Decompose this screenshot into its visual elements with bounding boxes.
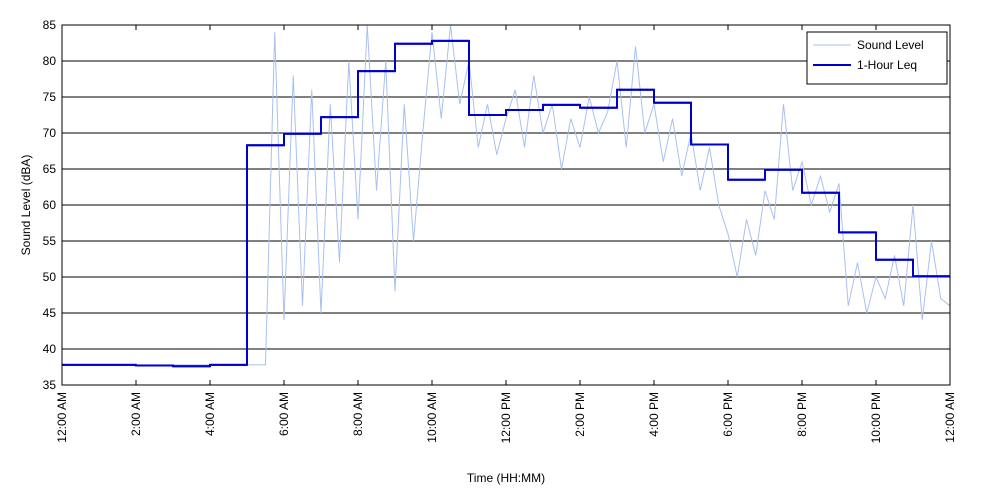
y-tick-label: 70 — [43, 126, 57, 140]
y-tick-label: 50 — [43, 270, 57, 284]
x-tick-label: 8:00 PM — [795, 392, 809, 437]
y-tick-label: 80 — [43, 54, 57, 68]
axes: 35 40 45 50 55 60 65 70 75 80 85 12:00 AM 2:00 AM 4:0… — [43, 18, 957, 443]
y-tick-label: 65 — [43, 162, 57, 176]
y-tick-label: 55 — [43, 234, 57, 248]
legend-label: Sound Level — [857, 38, 924, 52]
x-tick-label: 8:00 AM — [351, 392, 365, 436]
x-tick-label: 2:00 PM — [573, 392, 587, 437]
marks — [62, 25, 950, 368]
x-tick-label: 6:00 AM — [277, 392, 291, 436]
y-axis-label: Sound Level (dBA) — [19, 155, 33, 256]
y-tick-label: 35 — [43, 378, 57, 392]
sound-level-line — [62, 25, 950, 366]
x-tick-label: 2:00 AM — [129, 392, 143, 436]
y-tick-label: 60 — [43, 198, 57, 212]
y-tick-label: 75 — [43, 90, 57, 104]
x-tick-label: 12:00 PM — [499, 392, 513, 443]
legend: Sound Level 1-Hour Leq — [806, 31, 948, 85]
x-axis-label: Time (HH:MM) — [467, 471, 545, 485]
x-tick-label: 4:00 PM — [647, 392, 661, 437]
x-tick-label: 10:00 PM — [869, 392, 883, 443]
x-tick-label: 12:00 AM — [943, 392, 957, 443]
legend-box — [806, 31, 948, 85]
x-tick-label: 6:00 PM — [721, 392, 735, 437]
x-tick-label: 4:00 AM — [203, 392, 217, 436]
legend-label: 1-Hour Leq — [857, 58, 917, 72]
y-tick-label: 45 — [43, 306, 57, 320]
y-tick-label: 85 — [43, 18, 57, 32]
x-tick-label: 10:00 AM — [425, 392, 439, 443]
x-tick-label: 12:00 AM — [55, 392, 69, 443]
y-tick-label: 40 — [43, 342, 57, 356]
